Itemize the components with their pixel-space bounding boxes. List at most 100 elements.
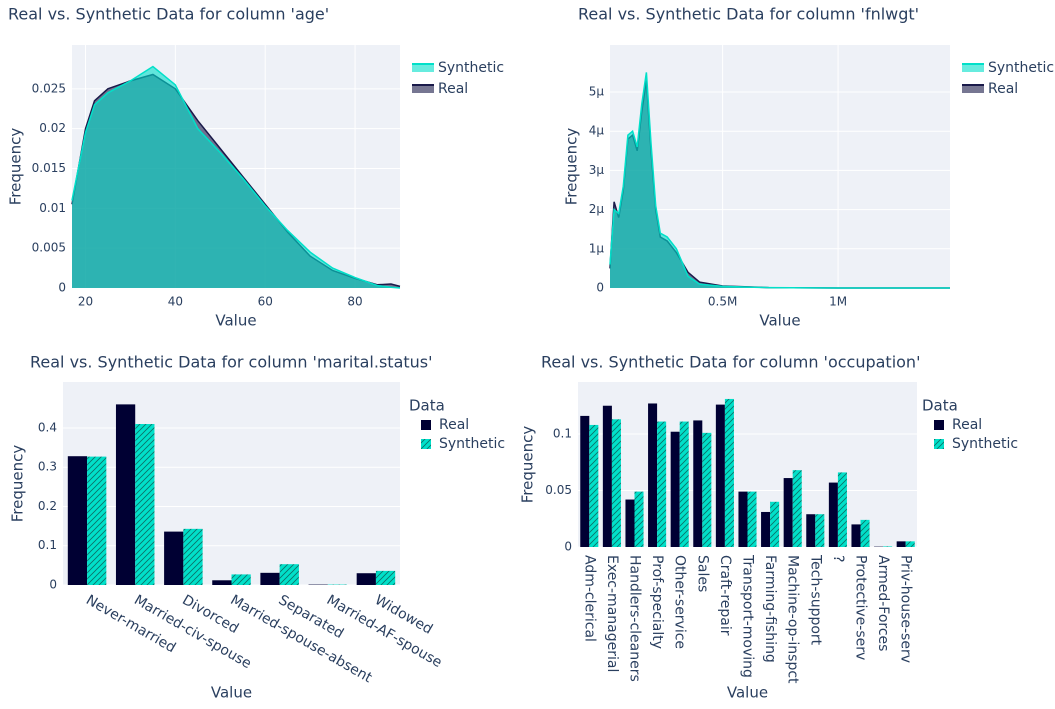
y-tick-label: 3μ <box>589 163 605 177</box>
legend-label: Synthetic <box>438 60 504 76</box>
x-axis-title: Value <box>727 684 768 702</box>
area <box>610 72 950 289</box>
bar <box>792 470 802 547</box>
legend-swatch <box>412 64 434 72</box>
y-tick-label: 0.05 <box>545 483 572 497</box>
bar <box>860 519 870 547</box>
x-tick-label: Protective-serv <box>853 555 869 660</box>
legend-label: Synthetic <box>988 60 1054 76</box>
x-axis-title: Value <box>215 312 256 330</box>
bar <box>670 431 680 547</box>
x-tick-label: 40 <box>168 295 183 309</box>
bar <box>260 572 280 585</box>
x-tick-label: Machine-op-inspct <box>785 555 801 684</box>
x-tick-label: ? <box>830 555 846 562</box>
x-tick-label: Adm-clerical <box>581 555 597 642</box>
legend-label: Real <box>952 417 982 433</box>
bar <box>183 528 203 585</box>
y-tick-label: 0 <box>49 578 57 592</box>
bar <box>164 531 184 585</box>
bar <box>693 420 703 547</box>
x-tick-label: 0.5M <box>708 295 737 309</box>
bar <box>67 456 88 585</box>
bar <box>135 424 155 585</box>
y-tick-label: 0.025 <box>32 81 66 95</box>
bar <box>738 491 748 547</box>
bar <box>783 478 793 547</box>
bar <box>905 541 915 547</box>
bar <box>611 419 621 547</box>
legend-swatch <box>421 439 431 449</box>
x-tick-label: Armed-Forces <box>875 555 891 651</box>
x-tick-label: Handlers-cleaners <box>627 555 643 682</box>
chart-title: Real vs. Synthetic Data for column 'fnlw… <box>578 5 919 24</box>
y-tick-label: 0.3 <box>38 460 57 474</box>
y-axis-title: Frequency <box>519 426 537 504</box>
bar <box>770 501 780 547</box>
bar <box>87 456 107 585</box>
bar <box>589 424 599 547</box>
bar <box>634 491 644 547</box>
legend-title: Data <box>409 397 445 415</box>
bar <box>828 482 838 547</box>
bar <box>602 405 612 547</box>
y-tick-label: 0.1 <box>553 426 572 440</box>
line <box>71 65 401 289</box>
x-tick-label: Craft-repair <box>717 555 733 636</box>
chart-title: Real vs. Synthetic Data for column 'mari… <box>30 353 433 372</box>
y-tick-label: 0.015 <box>32 161 66 175</box>
bar <box>679 421 689 547</box>
x-tick-label: 60 <box>258 295 273 309</box>
x-tick-label: 1M <box>829 295 847 309</box>
y-tick-label: 4μ <box>589 124 605 138</box>
legend-label: Real <box>439 417 469 433</box>
x-axis-title: Value <box>211 684 252 702</box>
bar <box>212 580 232 585</box>
plot-area <box>63 382 400 585</box>
legend-label: Synthetic <box>439 436 505 452</box>
x-axis-title: Value <box>759 312 800 330</box>
y-tick-label: 0.2 <box>38 499 57 513</box>
bar <box>702 432 712 547</box>
x-tick-label: Farming-fishing <box>762 555 778 663</box>
bar <box>279 564 299 585</box>
x-tick-label: Sales <box>694 555 710 592</box>
y-tick-label: 0 <box>58 281 66 295</box>
bar <box>580 415 590 547</box>
x-tick-label: Prof-specialty <box>649 555 665 649</box>
legend-title: Data <box>922 397 958 415</box>
area <box>72 66 400 288</box>
y-axis-title: Frequency <box>563 128 581 206</box>
y-tick-label: 1μ <box>589 241 605 255</box>
bar <box>896 541 906 547</box>
x-tick-label: 80 <box>347 295 362 309</box>
y-axis-title: Frequency <box>7 128 25 206</box>
chart-title: Real vs. Synthetic Data for column 'age' <box>8 5 329 24</box>
bar <box>747 491 757 547</box>
y-tick-label: 0 <box>596 281 604 295</box>
x-tick-label: Tech-support <box>807 554 823 646</box>
legend-label: Synthetic <box>952 436 1018 452</box>
legend-swatch <box>412 85 434 93</box>
bar <box>657 421 667 547</box>
line <box>609 72 950 289</box>
bar <box>837 472 847 547</box>
bar <box>375 570 396 585</box>
bar <box>883 546 893 547</box>
y-tick-label: 0.01 <box>39 201 66 215</box>
y-tick-label: 0.005 <box>32 241 66 255</box>
legend-label: Real <box>988 81 1018 97</box>
y-tick-label: 0.02 <box>39 121 66 135</box>
bar <box>648 403 658 547</box>
y-tick-label: 0.1 <box>38 538 57 552</box>
chart-title: Real vs. Synthetic Data for column 'occu… <box>541 353 920 372</box>
y-tick-label: 0.4 <box>38 420 57 434</box>
y-tick-label: 0 <box>564 540 572 554</box>
legend-swatch <box>934 420 944 430</box>
x-tick-label: Exec-managerial <box>604 555 620 672</box>
legend-swatch <box>421 420 431 430</box>
bar <box>356 573 376 585</box>
bar <box>625 499 635 547</box>
legend-swatch <box>934 439 944 449</box>
